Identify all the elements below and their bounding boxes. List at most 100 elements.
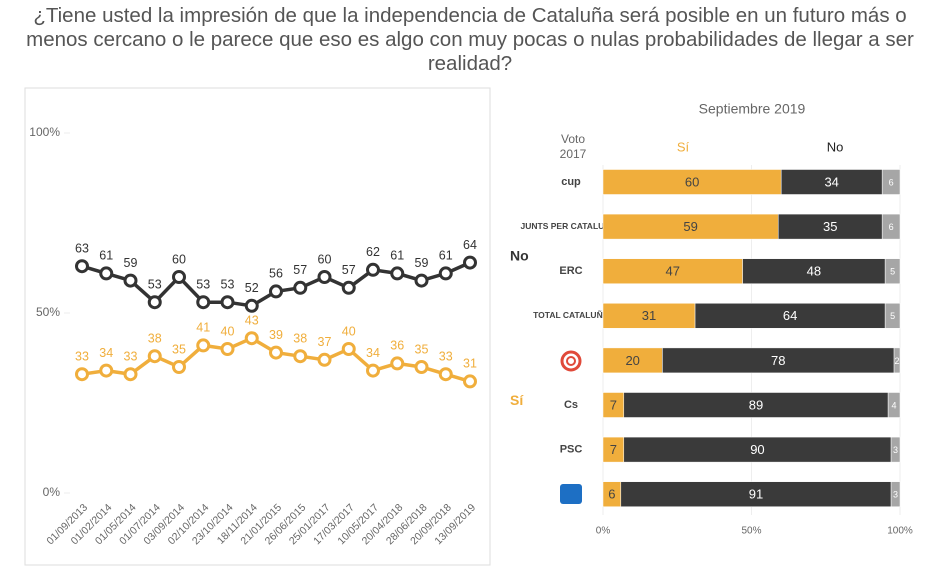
point	[414, 360, 429, 374]
value-label: 59	[124, 256, 138, 270]
point	[414, 273, 429, 288]
value-label: 37	[318, 335, 332, 349]
bar-segment	[694, 303, 886, 329]
category-label: cup	[561, 176, 581, 188]
bar-segment	[602, 258, 743, 284]
bar-segment	[602, 213, 779, 240]
value-label: 5	[890, 267, 895, 277]
bar-segment	[893, 347, 901, 374]
bar-segment	[602, 169, 782, 195]
point	[366, 262, 380, 277]
bar-segment	[623, 436, 892, 463]
value-label: 3	[893, 445, 898, 455]
point	[293, 280, 308, 295]
point	[172, 270, 186, 284]
bar-segment	[602, 303, 696, 329]
value-label: 78	[771, 353, 785, 368]
y-tick-label: 0%	[43, 485, 61, 499]
series-label: Sí	[510, 392, 524, 408]
value-label: 40	[221, 324, 235, 338]
value-label: 57	[293, 263, 307, 277]
value-label: 61	[99, 249, 113, 263]
value-label: 57	[342, 263, 356, 277]
value-label: 61	[390, 249, 404, 263]
value-label: 62	[366, 245, 380, 259]
value-label: 36	[390, 339, 404, 353]
value-label: 38	[148, 331, 162, 345]
value-label: 60	[172, 252, 186, 266]
point	[293, 349, 308, 364]
point	[99, 363, 114, 378]
value-label: 48	[807, 264, 821, 279]
value-label: 47	[666, 264, 680, 279]
point	[75, 367, 89, 382]
value-label: 53	[148, 277, 162, 291]
point	[196, 338, 211, 353]
series-label: No	[510, 247, 529, 263]
value-label: 59	[415, 256, 429, 270]
value-label: 35	[172, 342, 186, 356]
value-label: 33	[439, 349, 453, 363]
value-label: 64	[783, 308, 797, 323]
category-label: TOTAL CATALUÑA	[533, 310, 609, 320]
point	[220, 295, 235, 310]
bar-segment	[777, 213, 883, 240]
point	[438, 367, 453, 382]
value-label: 43	[245, 313, 259, 327]
bar-segment	[602, 347, 663, 374]
podemos-logo	[560, 350, 582, 372]
value-label: 38	[293, 331, 307, 345]
point	[390, 266, 405, 281]
value-label: 53	[221, 277, 235, 291]
value-label: 59	[683, 219, 697, 234]
point	[196, 295, 211, 310]
value-label: 20	[625, 353, 639, 368]
bar-segment	[662, 347, 895, 374]
value-label: 60	[685, 174, 699, 189]
point	[75, 259, 89, 274]
category-header: Voto 2017	[559, 132, 587, 161]
bar-segment	[890, 481, 901, 507]
bar-segment	[620, 481, 892, 507]
value-label: 34	[99, 346, 113, 360]
value-label: 40	[342, 324, 356, 338]
point	[317, 270, 332, 284]
value-label: 39	[269, 328, 283, 342]
point	[172, 360, 186, 374]
podemos-logo	[566, 356, 576, 366]
value-label: 90	[750, 442, 764, 457]
category-label: ERC	[559, 265, 582, 277]
x-tick-label: 100%	[887, 526, 913, 537]
y-tick-label: 100%	[29, 125, 60, 139]
value-label: 53	[196, 277, 210, 291]
point	[269, 345, 283, 360]
chart-subtitle: Septiembre 2019	[699, 101, 806, 117]
value-label: 6	[889, 222, 894, 232]
value-label: 34	[366, 346, 380, 360]
y-tick-label: 50%	[36, 305, 60, 319]
bar-segment	[884, 258, 901, 284]
point	[123, 273, 138, 288]
x-tick-label: 50%	[741, 526, 761, 537]
value-label: 6	[889, 177, 894, 187]
value-label: 56	[269, 267, 283, 281]
panel-border	[24, 87, 491, 566]
value-label: 60	[318, 252, 332, 266]
point	[147, 349, 162, 364]
point	[317, 352, 332, 367]
value-label: 41	[196, 321, 210, 335]
point	[147, 295, 162, 310]
value-label: 34	[824, 174, 838, 189]
main-title: ¿Tiene usted la impresión de que la inde…	[26, 4, 914, 75]
category-label: JUNTS PER CATALUNYA	[521, 221, 622, 231]
value-label: 91	[749, 487, 763, 502]
value-label: 3	[893, 490, 898, 500]
legend-label: Sí	[677, 139, 690, 154]
value-label: 61	[439, 249, 453, 263]
value-label: 6	[608, 487, 615, 502]
value-label: 33	[75, 349, 89, 363]
value-label: 35	[823, 219, 837, 234]
point	[341, 342, 356, 356]
point	[244, 331, 259, 346]
